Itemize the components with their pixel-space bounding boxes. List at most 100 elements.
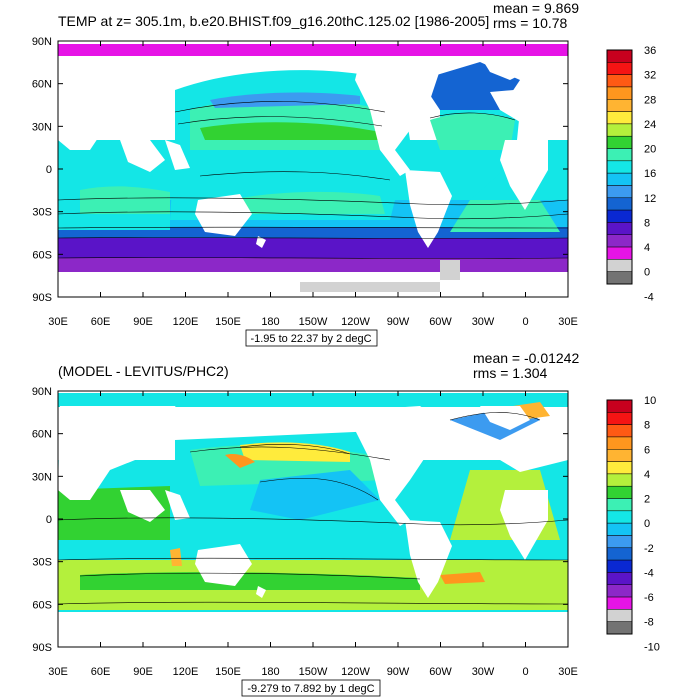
- lon-label: 90W: [387, 666, 410, 678]
- colorbar-swatch: [606, 522, 633, 536]
- colorbar-label: -4: [644, 291, 654, 303]
- colorbar-label: 0: [644, 267, 650, 279]
- colorbar-swatch: [606, 234, 633, 248]
- colorbar-swatch: [606, 259, 633, 272]
- colorbar-swatch: [606, 498, 633, 512]
- mean-label: mean = -0.01242: [473, 350, 579, 366]
- latitude-labels: 90N 60N 30N 0 30S 60S 90S: [32, 386, 568, 654]
- colorbar-label: 4: [644, 469, 650, 481]
- colorbar-label: 12: [644, 193, 656, 205]
- colorbar-swatch: [606, 621, 633, 635]
- colorbar-swatch: [606, 572, 633, 585]
- land-masses: [58, 56, 568, 297]
- panel-title: (MODEL - LEVITUS/PHC2): [58, 363, 229, 379]
- latitude-labels: 90N 60N 30N 0 30S 60S 90S: [32, 36, 568, 304]
- contour-lines: [58, 101, 568, 259]
- lat-label: 30N: [32, 121, 52, 133]
- lon-label: 120W: [341, 316, 370, 328]
- lon-label: 180: [261, 316, 279, 328]
- colorbar-swatch: [606, 74, 633, 88]
- lat-label: 0: [46, 514, 52, 526]
- colorbar-label: 8: [644, 420, 650, 432]
- colorbar-swatch: [606, 135, 633, 149]
- lon-label: 150W: [299, 666, 328, 678]
- lat-label: 0: [46, 164, 52, 176]
- lon-label: 90E: [133, 666, 153, 678]
- lon-label: 90W: [387, 316, 410, 328]
- colorbar-swatch: [606, 62, 633, 75]
- colorbar-swatch: [606, 547, 633, 561]
- lon-label: 0: [522, 666, 528, 678]
- map-area: [57, 40, 569, 298]
- colorbar-label: 0: [644, 518, 650, 530]
- lat-label: 30N: [32, 471, 52, 483]
- rms-label: rms = 10.78: [493, 15, 568, 31]
- colorbar-swatch: [606, 185, 633, 199]
- colorbar-label: -8: [644, 617, 654, 629]
- panel-title: TEMP at z= 305.1m, b.e20.BHIST.f09_g16.2…: [58, 13, 489, 29]
- colorbar-swatch: [606, 609, 633, 622]
- colorbar-swatch: [606, 172, 633, 186]
- colorbar-label: 24: [644, 119, 656, 131]
- lon-label: 150E: [215, 316, 241, 328]
- colorbar: 10 8 6 4 2 0 -2 -4 -6 -8 -10: [606, 395, 660, 653]
- lon-label: 150W: [299, 316, 328, 328]
- colorbar-swatch: [606, 271, 633, 285]
- range-box: [241, 679, 381, 697]
- upper-panel: TEMP at z= 305.1m, b.e20.BHIST.f09_g16.2…: [32, 0, 656, 347]
- lat-label: 90S: [32, 292, 52, 304]
- colorbar-swatch: [606, 86, 633, 100]
- colorbar-swatch: [606, 246, 633, 260]
- lat-label: 60N: [32, 429, 52, 441]
- range-note: -9.279 to 7.892 by 1 degC: [247, 683, 374, 695]
- colorbar-swatch: [606, 535, 633, 549]
- colorbar-label: 36: [644, 45, 656, 57]
- colorbar-label: -10: [644, 641, 660, 653]
- colorbar-swatch: [606, 449, 633, 462]
- colorbar-swatch: [606, 399, 633, 413]
- range-note: -1.95 to 22.37 by 2 degC: [250, 333, 371, 345]
- lon-label: 30W: [472, 666, 495, 678]
- colorbar-swatch: [606, 436, 633, 450]
- lower-panel: (MODEL - LEVITUS/PHC2) mean = -0.01242 r…: [32, 350, 660, 697]
- lon-label: 60E: [91, 316, 111, 328]
- colorbar-label: 28: [644, 94, 656, 106]
- lat-label: 30S: [32, 557, 52, 569]
- rms-label: rms = 1.304: [473, 365, 548, 381]
- colorbar-swatch: [606, 49, 633, 63]
- colorbar-swatch: [606, 412, 633, 425]
- colorbar-label: 6: [644, 444, 650, 456]
- colorbar-swatch: [606, 485, 633, 499]
- colorbar-frame: [606, 49, 633, 285]
- colorbar-frame: [606, 399, 633, 635]
- arctic-ocean: [58, 44, 568, 56]
- lon-label: 0: [522, 316, 528, 328]
- colorbar-label: 32: [644, 70, 656, 82]
- colorbar-label: 16: [644, 168, 656, 180]
- colorbar: 36 32 28 24 20 16 12 8 4 0 -4: [606, 45, 656, 303]
- lon-label: 30E: [558, 316, 578, 328]
- colorbar-label: 4: [644, 242, 650, 254]
- southern-ocean: [58, 238, 568, 258]
- lon-label: 30E: [48, 316, 68, 328]
- colorbar-label: 20: [644, 144, 656, 156]
- colorbar-swatch: [606, 99, 633, 112]
- lon-label: 60E: [91, 666, 111, 678]
- lon-label: 180: [261, 666, 279, 678]
- colorbar-swatch: [606, 123, 633, 137]
- colorbar-swatch: [606, 559, 633, 573]
- colorbar-label: 2: [644, 494, 650, 506]
- colorbar-swatch: [606, 111, 633, 125]
- mean-label: mean = 9.869: [493, 0, 579, 16]
- lat-label: 90S: [32, 642, 52, 654]
- lat-label: 30S: [32, 207, 52, 219]
- lon-label: 90E: [133, 316, 153, 328]
- lon-label: 30E: [558, 666, 578, 678]
- lon-label: 60W: [429, 666, 452, 678]
- colorbar-swatch: [606, 596, 633, 610]
- colorbar-swatch: [606, 197, 633, 211]
- colorbar-swatch: [606, 510, 633, 524]
- colorbar-label: -4: [644, 567, 654, 579]
- colorbar-label: -6: [644, 592, 654, 604]
